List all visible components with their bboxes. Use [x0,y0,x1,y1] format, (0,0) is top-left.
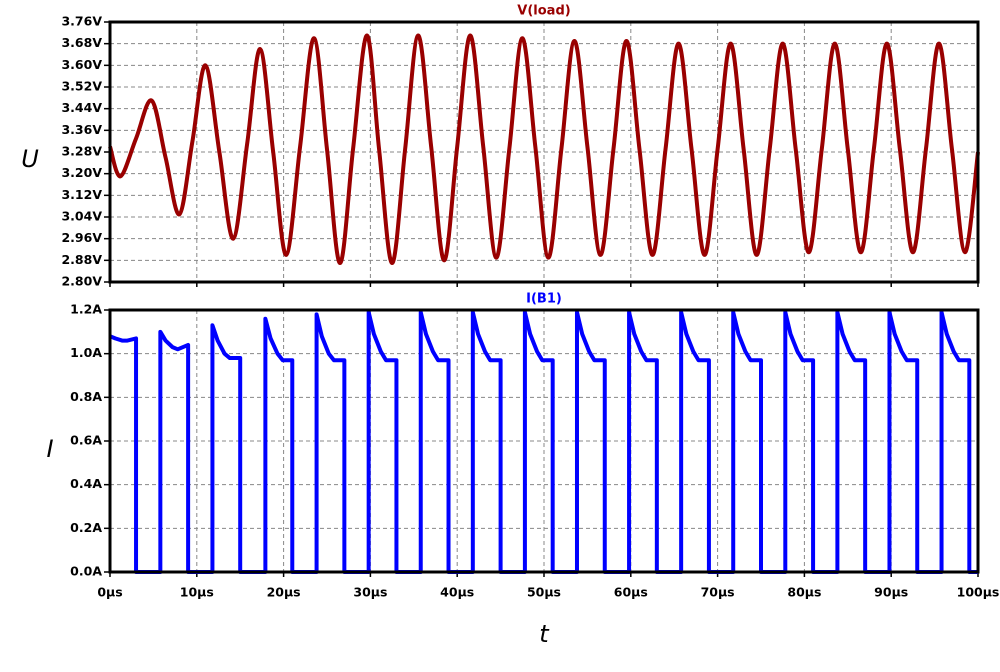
y-tick-label: 2.80V [61,274,102,289]
y-tick-label: 3.20V [61,165,102,180]
y-tick-label: 3.28V [61,144,102,159]
y-axis-label: I [46,435,53,463]
y-tick-label: 1.0A [70,345,102,360]
plot-frame [108,20,980,284]
x-tick-label: 90µs [874,585,908,600]
y-tick-label: 2.88V [61,252,102,267]
y-tick-label: 3.76V [61,14,102,29]
plot-frame [108,308,980,574]
x-tick-label: 30µs [353,585,387,600]
y-tick-label: 3.60V [61,57,102,72]
x-tick-label: 70µs [701,585,735,600]
x-tick-label: 50µs [527,585,561,600]
y-tick-label: 3.68V [61,35,102,50]
y-tick-label: 3.52V [61,79,102,94]
data-line [108,33,980,266]
y-tick-label: 0.4A [70,476,102,491]
x-axis-label: t [539,620,550,648]
y-tick-label: 0.2A [70,520,102,535]
x-tick-label: 10µs [180,585,214,600]
data-line [109,310,978,574]
y-tick-label: 0.0A [70,564,102,579]
chart-title: I(B1) [526,292,562,307]
y-axis-label: U [21,145,39,173]
x-tick-label: 100µs [957,585,1000,600]
x-tick-label: 20µs [267,585,301,600]
x-tick-label: 80µs [787,585,821,600]
y-tick-label: 2.96V [61,230,102,245]
y-tick-label: 3.36V [61,122,102,137]
x-tick-label: 60µs [614,585,648,600]
y-tick-label: 3.12V [61,187,102,202]
chart-title: V(load) [517,4,570,19]
y-tick-label: 0.8A [70,389,102,404]
y-tick-label: 3.04V [61,209,102,224]
y-tick-label: 0.6A [70,433,102,448]
y-tick-label: 3.44V [61,100,102,115]
x-tick-label: 0µs [97,585,122,600]
x-tick-label: 40µs [440,585,474,600]
y-tick-label: 1.2A [70,302,102,317]
